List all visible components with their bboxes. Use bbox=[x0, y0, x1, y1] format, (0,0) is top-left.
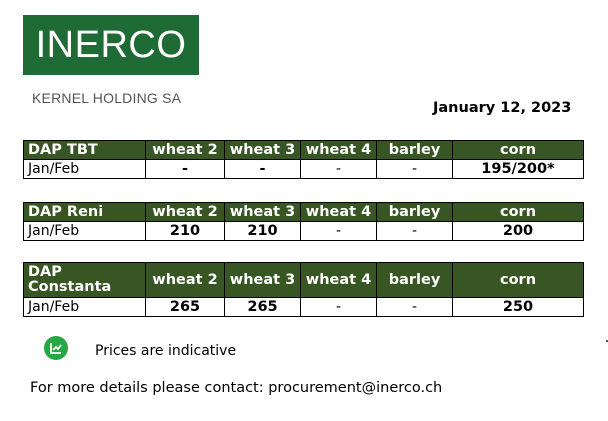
table-header-row: DAP Reni wheat 2 wheat 3 wheat 4 barley … bbox=[23, 202, 584, 222]
column-header: corn bbox=[452, 202, 584, 222]
price-cell: 250 bbox=[452, 297, 584, 317]
column-header: barley bbox=[376, 262, 453, 298]
price-table-tbt: DAP TBT wheat 2 wheat 3 wheat 4 barley c… bbox=[23, 140, 584, 179]
period-cell: Jan/Feb bbox=[23, 159, 146, 179]
stray-mark bbox=[606, 340, 608, 342]
price-cell: - bbox=[376, 159, 453, 179]
column-header: barley bbox=[376, 202, 453, 222]
column-header: wheat 4 bbox=[300, 262, 377, 298]
price-cell: - bbox=[376, 297, 453, 317]
table-header-row: DAP Constanta wheat 2 wheat 3 wheat 4 ba… bbox=[23, 262, 584, 298]
table-row: Jan/Feb 265 265 - - 250 bbox=[23, 297, 584, 317]
column-header: corn bbox=[452, 140, 584, 160]
location-header: DAP TBT bbox=[23, 140, 146, 160]
column-header: wheat 2 bbox=[145, 262, 225, 298]
price-cell: 265 bbox=[224, 297, 301, 317]
column-header: wheat 4 bbox=[300, 140, 377, 160]
price-table-reni: DAP Reni wheat 2 wheat 3 wheat 4 barley … bbox=[23, 202, 584, 241]
column-header: wheat 3 bbox=[224, 202, 301, 222]
price-cell: 210 bbox=[145, 221, 225, 241]
column-header: barley bbox=[376, 140, 453, 160]
price-cell: - bbox=[224, 159, 301, 179]
column-header: corn bbox=[452, 262, 584, 298]
price-cell: 200 bbox=[452, 221, 584, 241]
period-cell: Jan/Feb bbox=[23, 221, 146, 241]
company-name: KERNEL HOLDING SA bbox=[32, 90, 182, 106]
price-cell: - bbox=[300, 297, 377, 317]
price-cell: 195/200* bbox=[452, 159, 584, 179]
price-cell: - bbox=[300, 221, 377, 241]
indicative-note: Prices are indicative bbox=[95, 343, 237, 359]
table-header-row: DAP TBT wheat 2 wheat 3 wheat 4 barley c… bbox=[23, 140, 584, 160]
company-logo: INERCO bbox=[23, 15, 199, 75]
price-cell: - bbox=[145, 159, 225, 179]
price-cell: 210 bbox=[224, 221, 301, 241]
trend-chart-icon bbox=[44, 336, 68, 360]
column-header: wheat 2 bbox=[145, 140, 225, 160]
column-header: wheat 3 bbox=[224, 140, 301, 160]
report-date: January 12, 2023 bbox=[433, 100, 572, 116]
price-cell: 265 bbox=[145, 297, 225, 317]
price-cell: - bbox=[376, 221, 453, 241]
logo-text: INERCO bbox=[35, 24, 187, 66]
table-row: Jan/Feb - - - - 195/200* bbox=[23, 159, 584, 179]
location-header: DAP Constanta bbox=[23, 262, 146, 298]
price-table-constanta: DAP Constanta wheat 2 wheat 3 wheat 4 ba… bbox=[23, 262, 584, 317]
table-row: Jan/Feb 210 210 - - 200 bbox=[23, 221, 584, 241]
period-cell: Jan/Feb bbox=[23, 297, 146, 317]
column-header: wheat 2 bbox=[145, 202, 225, 222]
contact-line: For more details please contact: procure… bbox=[30, 380, 443, 396]
column-header: wheat 3 bbox=[224, 262, 301, 298]
location-header: DAP Reni bbox=[23, 202, 146, 222]
column-header: wheat 4 bbox=[300, 202, 377, 222]
price-cell: - bbox=[300, 159, 377, 179]
